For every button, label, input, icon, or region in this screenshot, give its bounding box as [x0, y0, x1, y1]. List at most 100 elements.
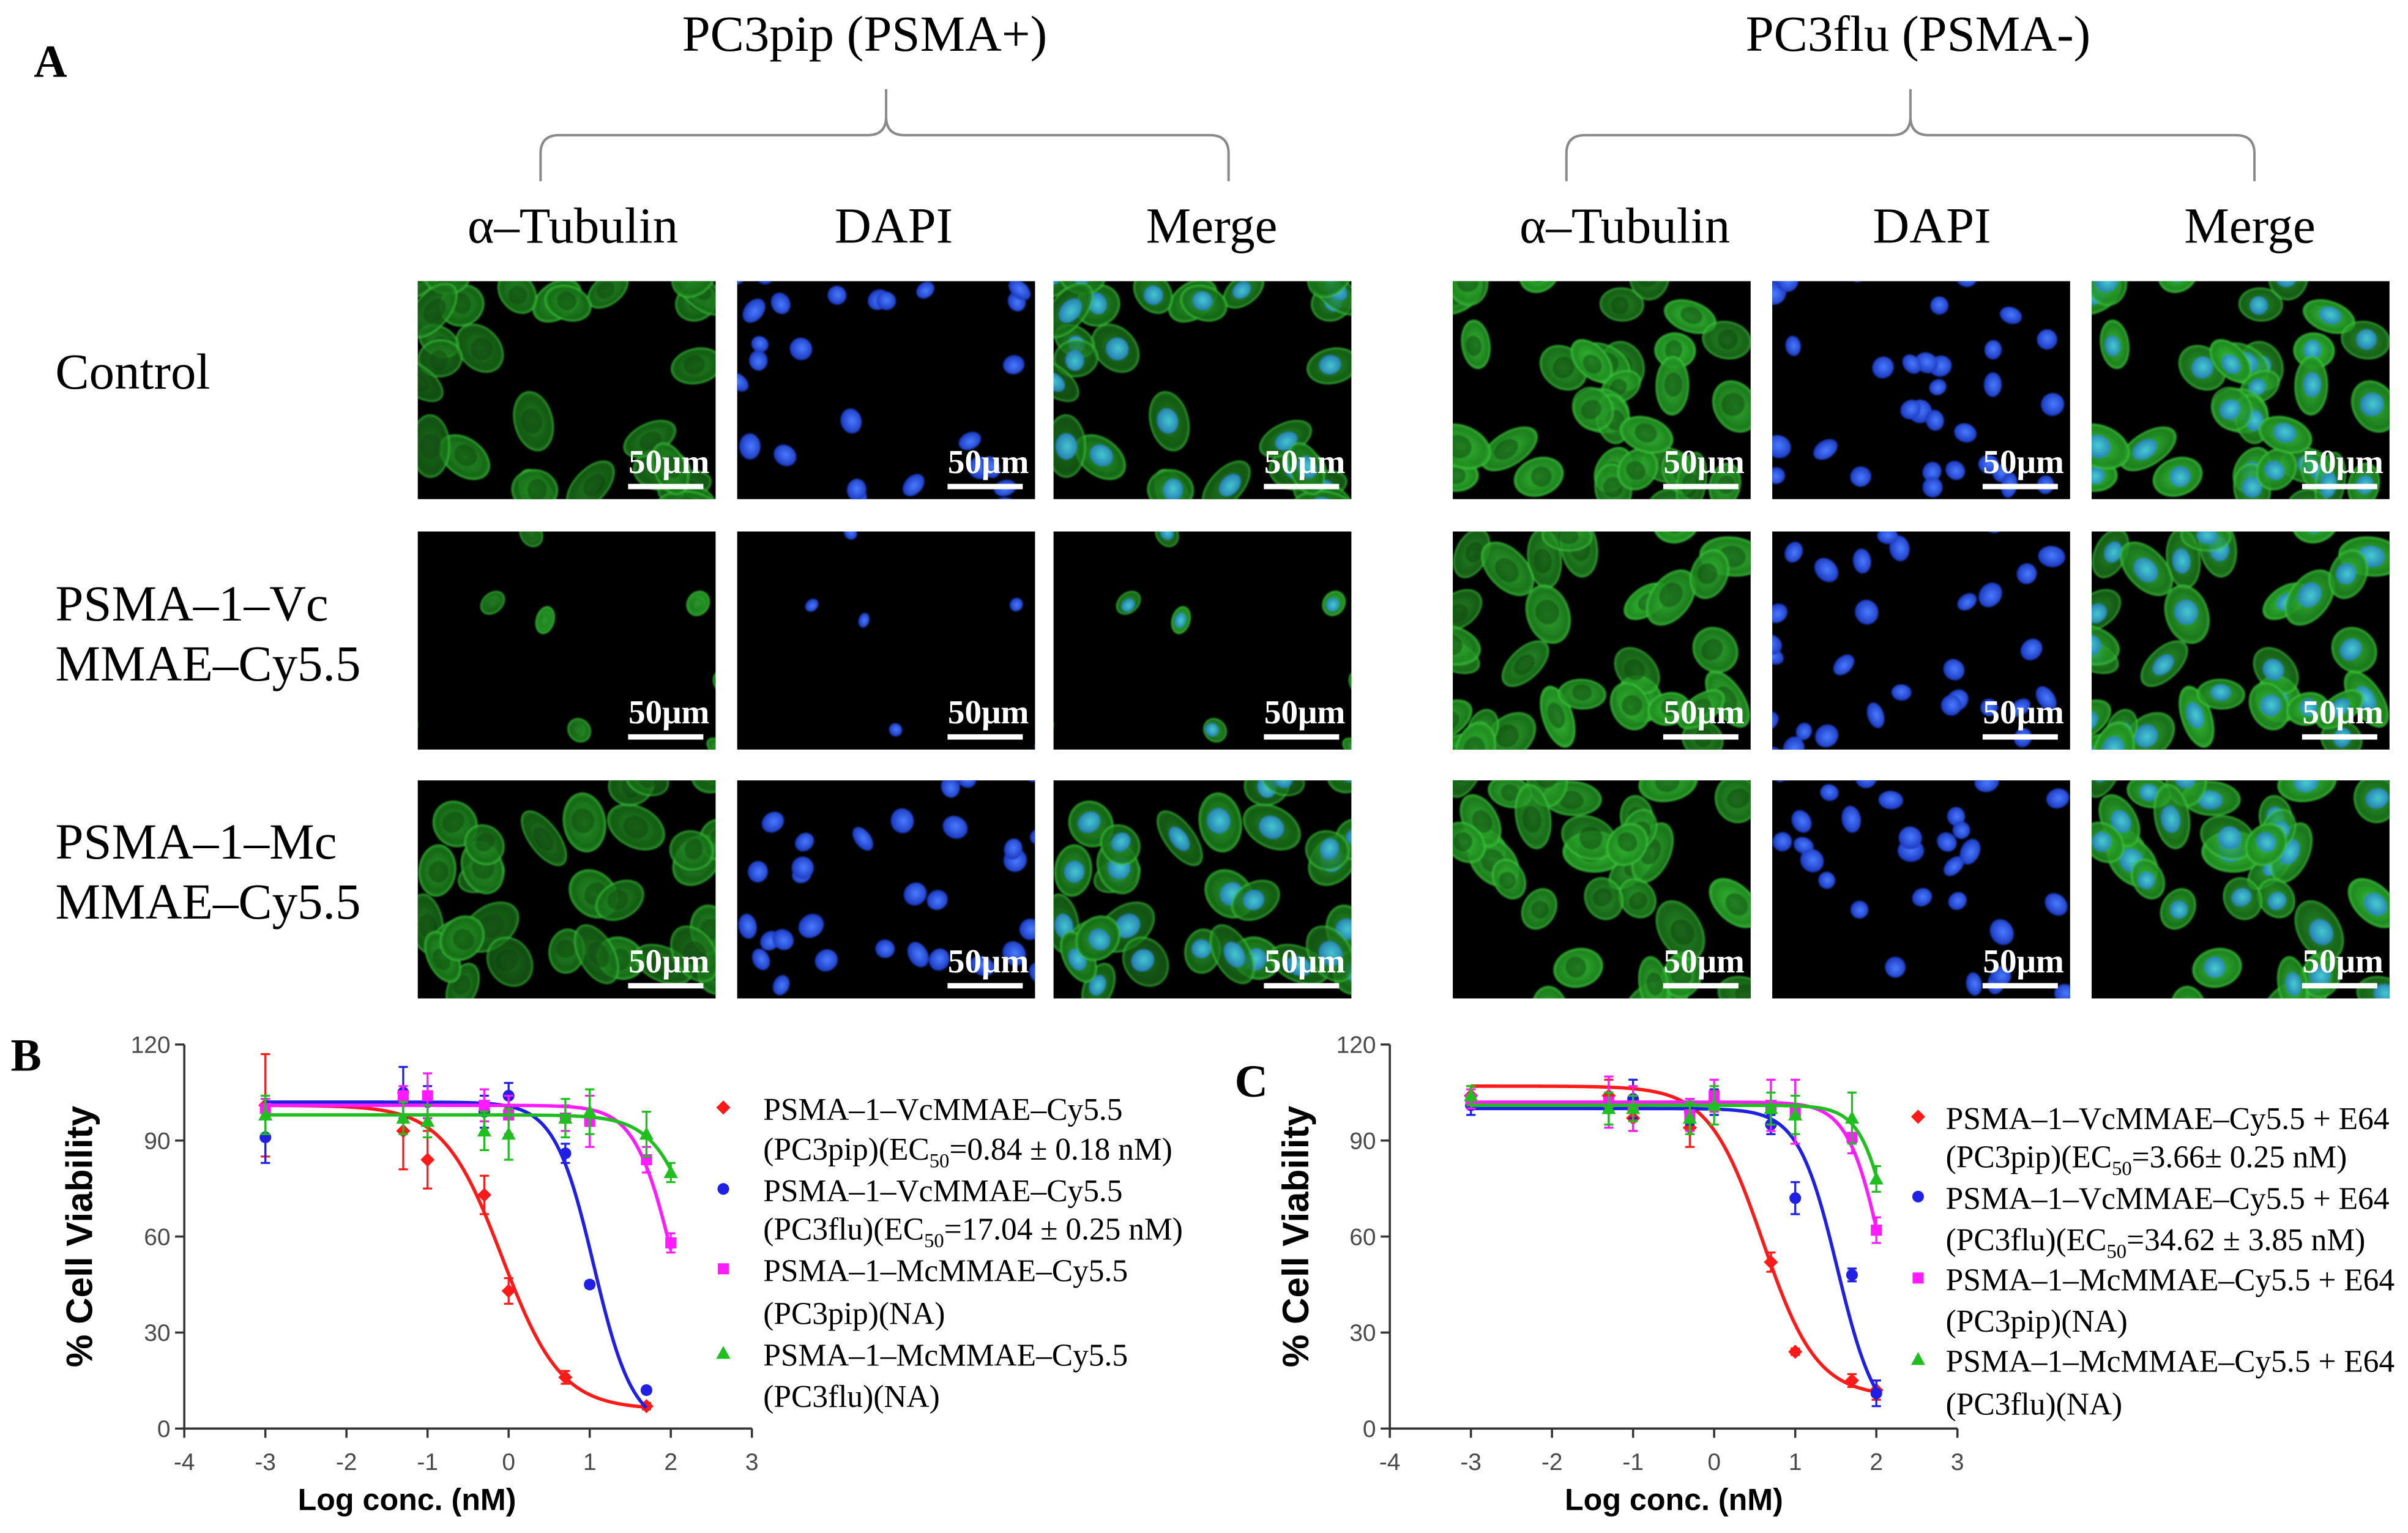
micrograph-pc3flu-control-merge: 50μm — [2092, 281, 2390, 499]
scale-bar — [2302, 483, 2377, 490]
cell — [1619, 416, 1674, 454]
cell — [1966, 972, 1982, 996]
cell — [2092, 624, 2120, 666]
fit-curve — [265, 1113, 673, 1171]
cell — [671, 281, 716, 298]
cell — [2350, 380, 2390, 433]
cell — [738, 914, 757, 939]
cell — [1900, 400, 1922, 420]
legend-detail-text: (PC3pip)(EC — [763, 1132, 929, 1167]
x-tick-label: 1 — [1789, 1449, 1802, 1475]
cell — [2170, 985, 2207, 999]
x-axis-title: Log conc. (nM) — [1565, 1482, 1783, 1516]
legend-marker — [717, 1263, 729, 1275]
cell — [1646, 569, 1696, 626]
cell — [1054, 844, 1092, 897]
cell — [669, 830, 714, 871]
y-tick-label: 0 — [157, 1416, 171, 1442]
data-point — [584, 1278, 596, 1291]
scale-bar — [1663, 734, 1739, 740]
cell — [890, 808, 914, 834]
column-header-merge: Merge — [1146, 198, 1278, 254]
cell — [2209, 338, 2252, 383]
scale-bar — [1982, 983, 2058, 989]
cell — [2035, 686, 2057, 711]
cell — [2054, 983, 2070, 999]
cell — [751, 949, 770, 971]
cell — [798, 914, 824, 938]
cell — [1513, 457, 1564, 497]
y-tick-label: 120 — [1336, 1032, 1376, 1059]
y-tick-label: 90 — [144, 1128, 170, 1154]
cell — [1855, 780, 1877, 788]
scale-bar-label: 50μm — [2302, 693, 2383, 731]
data-point — [422, 1090, 433, 1102]
x-tick-label: -1 — [1622, 1449, 1644, 1475]
cell — [1956, 281, 1978, 287]
cell — [455, 323, 504, 373]
cell — [1833, 654, 1855, 676]
cell — [1481, 541, 1535, 597]
cell — [1231, 879, 1280, 921]
cell — [1689, 549, 1729, 599]
cell — [1453, 780, 1485, 798]
cell — [1453, 821, 1486, 863]
legend-entry: PSMA–1–VcMMAE–Cy5.5 + E64 (PC3pip)(EC50=3… — [1910, 1102, 2389, 1180]
y-tick-label: 30 — [144, 1320, 170, 1346]
x-tick-label: -4 — [174, 1449, 195, 1475]
cell — [2092, 821, 2125, 863]
micrograph-pc3flu-vc-mmae-tubulin: 50μm — [1453, 531, 1751, 750]
data-point — [1871, 1225, 1882, 1236]
cell — [795, 832, 814, 852]
cell — [521, 810, 567, 867]
cell — [1019, 919, 1035, 940]
scale-bar-label: 50μm — [1264, 693, 1345, 731]
cell — [840, 408, 862, 434]
cell — [926, 890, 948, 910]
scale-bar-label: 50μm — [1264, 443, 1345, 480]
cell — [1521, 888, 1557, 930]
cell — [2294, 900, 2344, 961]
row-label-vc-line2: MMAE–Cy5.5 — [55, 635, 360, 692]
cell — [1785, 335, 1801, 356]
column-header-merge: Merge — [2184, 198, 2316, 254]
cell — [2314, 452, 2347, 499]
cell — [1453, 281, 1489, 307]
cell — [737, 372, 749, 392]
fit-curve — [265, 1103, 673, 1251]
cell — [876, 291, 896, 310]
data-point — [1788, 1345, 1803, 1359]
legend-marker — [716, 1100, 731, 1115]
legend-marker — [1910, 1352, 1925, 1365]
cell — [2164, 584, 2210, 644]
x-tick-label: 1 — [583, 1449, 597, 1475]
y-axis-title: % Cell Viability — [59, 1105, 100, 1367]
data-point — [1870, 1387, 1882, 1400]
cell — [686, 590, 710, 616]
cell — [1772, 832, 1792, 852]
data-point — [1846, 1269, 1858, 1281]
cell — [1053, 282, 1094, 338]
cell — [1525, 584, 1571, 644]
micrograph-pc3pip-vc-mmae-merge: 50μm — [1053, 531, 1352, 750]
micrograph-pc3flu-control-dapi: 50μm — [1772, 281, 2070, 499]
legend-detail-text: (PC3flu)(EC — [1946, 1223, 2107, 1258]
data-point — [420, 1114, 435, 1127]
cell — [519, 531, 543, 548]
cell — [1912, 888, 1933, 907]
cell — [1940, 695, 1962, 716]
cell — [513, 390, 554, 452]
cell — [1461, 319, 1491, 370]
cell — [772, 929, 794, 950]
x-tick-label: 0 — [1707, 1449, 1721, 1475]
cell — [749, 350, 768, 371]
cell — [1638, 780, 1698, 802]
cell — [2302, 299, 2356, 334]
cell — [651, 442, 689, 495]
cell — [1677, 689, 1725, 729]
legend-detail-value: =3.66± 0.25 nM) — [2132, 1140, 2347, 1175]
cell — [1287, 442, 1325, 495]
data-point — [640, 1384, 652, 1397]
cell — [2180, 531, 2232, 552]
cell — [903, 882, 927, 906]
